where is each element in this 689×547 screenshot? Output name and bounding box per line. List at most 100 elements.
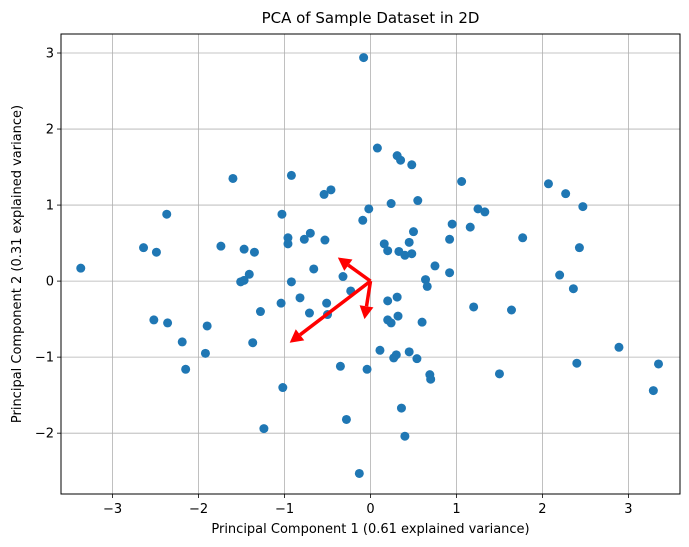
data-point — [335, 361, 345, 371]
data-point — [354, 468, 364, 478]
x-tick-label: 0 — [366, 502, 374, 517]
data-point — [319, 189, 329, 199]
arrow-shaft — [298, 279, 372, 337]
data-point — [163, 318, 173, 328]
data-point — [426, 374, 436, 384]
data-point — [389, 353, 399, 363]
data-point — [259, 424, 269, 434]
pca-vector-arrow — [289, 279, 372, 343]
data-point — [341, 414, 351, 424]
data-point — [614, 342, 624, 352]
y-tick-label: −1 — [35, 351, 54, 366]
data-point — [375, 345, 385, 355]
y-tick-label: 1 — [46, 199, 54, 214]
data-point — [286, 170, 296, 180]
data-point — [561, 189, 571, 199]
data-point — [407, 249, 417, 259]
data-point — [359, 53, 369, 63]
data-point — [654, 359, 664, 369]
pca-arrows — [289, 257, 374, 343]
data-point — [76, 263, 86, 273]
data-point — [386, 318, 396, 328]
data-point — [393, 311, 403, 321]
data-point — [578, 202, 588, 212]
data-point — [400, 250, 410, 260]
y-axis-label: Principal Component 2 (0.31 explained va… — [10, 105, 25, 423]
x-tick-label: 1 — [452, 502, 460, 517]
data-point — [457, 177, 467, 187]
data-point — [379, 239, 389, 249]
x-tick-label: −2 — [189, 502, 208, 517]
x-axis-label: Principal Component 1 (0.61 explained va… — [211, 522, 529, 537]
y-tick-label: 0 — [46, 275, 54, 290]
data-point — [278, 383, 288, 393]
data-point — [396, 155, 406, 165]
data-point — [506, 305, 516, 315]
data-point — [286, 277, 296, 287]
data-point — [383, 246, 393, 256]
data-point — [383, 296, 393, 306]
x-axis-ticks: −3 −2 −1 0 1 2 3 — [103, 494, 633, 517]
data-point — [494, 369, 504, 379]
data-point — [572, 358, 582, 368]
data-point — [421, 275, 431, 285]
y-tick-label: 3 — [46, 47, 54, 62]
data-point — [417, 317, 427, 327]
data-point — [277, 209, 287, 219]
y-axis-ticks: −2 −1 0 1 2 3 — [35, 47, 61, 442]
data-point — [239, 244, 249, 254]
data-point — [404, 347, 414, 357]
y-tick-label: −2 — [35, 427, 54, 442]
data-point — [407, 160, 417, 170]
gridlines — [61, 34, 680, 494]
data-point — [358, 215, 368, 225]
arrow-head — [289, 329, 305, 343]
data-point — [445, 234, 455, 244]
data-point — [299, 234, 309, 244]
x-tick-label: −1 — [275, 502, 294, 517]
y-tick-label: 2 — [46, 123, 54, 138]
data-point — [304, 308, 314, 318]
data-point — [283, 239, 293, 249]
data-point — [518, 233, 528, 243]
data-point — [648, 386, 658, 396]
data-point — [202, 321, 212, 331]
arrow-shaft — [347, 263, 372, 283]
arrow-head — [337, 257, 353, 271]
data-point — [228, 173, 238, 183]
data-point — [239, 275, 249, 285]
data-point — [305, 228, 315, 238]
x-tick-label: 3 — [624, 502, 632, 517]
data-point — [181, 364, 191, 374]
data-point — [248, 338, 258, 348]
pca-vector-arrow — [359, 280, 374, 320]
pca-vector-arrow — [337, 257, 372, 283]
data-point — [447, 219, 457, 229]
data-point — [151, 247, 161, 257]
data-point — [177, 337, 187, 347]
data-point — [326, 185, 336, 195]
chart-title: PCA of Sample Dataset in 2D — [262, 9, 480, 27]
data-point — [276, 298, 286, 308]
data-point — [408, 227, 418, 237]
data-point — [412, 354, 422, 364]
data-point — [364, 204, 374, 214]
data-point — [392, 292, 402, 302]
data-point — [543, 179, 553, 189]
data-point — [338, 272, 348, 282]
data-point — [396, 403, 406, 413]
data-point — [568, 284, 578, 294]
data-point — [322, 298, 332, 308]
data-point — [200, 348, 210, 358]
data-point — [216, 241, 226, 251]
data-point — [400, 431, 410, 441]
data-point — [404, 237, 414, 247]
data-point — [295, 293, 305, 303]
data-point — [413, 196, 423, 206]
data-point — [320, 235, 330, 245]
x-tick-label: 2 — [538, 502, 546, 517]
data-point — [162, 209, 172, 219]
data-point — [422, 281, 432, 291]
data-point — [255, 307, 265, 317]
